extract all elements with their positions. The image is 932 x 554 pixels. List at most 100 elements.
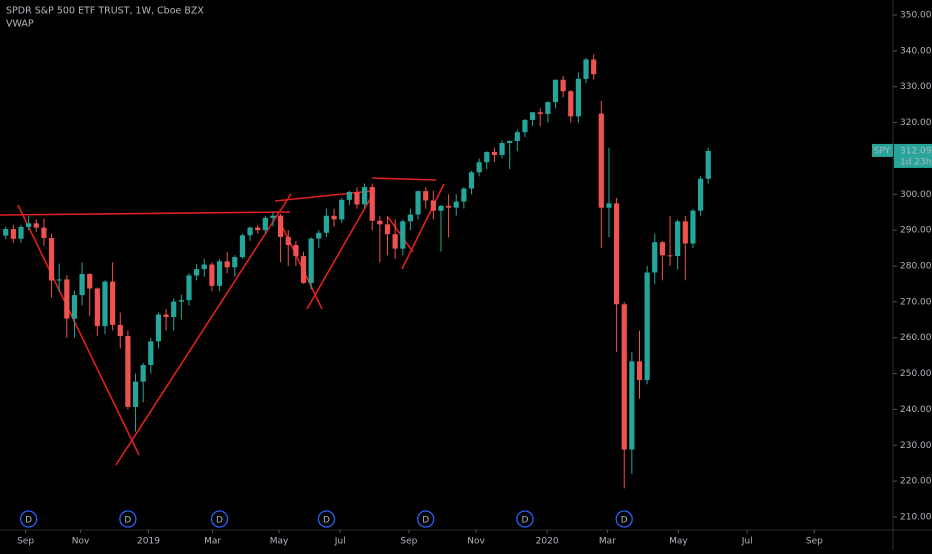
candle-body: [293, 245, 299, 257]
candle-body: [445, 205, 452, 208]
trendline: [306, 193, 374, 310]
y-tick-label: 290.00: [900, 226, 932, 236]
candle-body: [201, 264, 207, 270]
candle-body: [522, 119, 528, 133]
x-tick-label: Sep: [400, 537, 417, 547]
dividend-marker: [19, 510, 38, 528]
dividend-label: D: [124, 516, 131, 526]
dividend-label: D: [216, 516, 223, 526]
dividend-marker: [210, 510, 229, 528]
candle-body: [94, 288, 100, 327]
candle-body: [262, 217, 268, 231]
y-tick-label: 230.00: [900, 441, 932, 451]
y-tick-label: 340.00: [900, 46, 932, 56]
y-tick-label: 240.00: [900, 405, 932, 415]
dividend-marker: [119, 510, 137, 528]
x-tick-label: Jul: [334, 537, 346, 547]
candle-body: [64, 279, 70, 319]
dividend-marker: [417, 510, 435, 528]
candle-body: [377, 220, 383, 225]
dividend-label: D: [521, 516, 528, 526]
candle-body: [216, 261, 223, 286]
candle-body: [697, 178, 704, 211]
candle-body: [613, 203, 620, 305]
candle-body: [171, 301, 177, 317]
candle-body: [339, 199, 345, 220]
y-tick-label: 220.00: [900, 477, 932, 487]
x-tick-label: Jul: [741, 537, 753, 547]
trendline: [371, 177, 437, 181]
dividend-marker: [516, 510, 534, 528]
trendline: [0, 211, 291, 216]
candle-body: [316, 232, 322, 239]
candle-body: [285, 236, 291, 246]
y-tick-label: 260.00: [900, 333, 932, 343]
candle-body: [507, 140, 513, 143]
x-tick-label: Nov: [467, 537, 485, 547]
symbol-tag: [872, 143, 893, 157]
candle-body: [117, 324, 123, 337]
candle-body: [529, 112, 536, 120]
x-tick-label: Nov: [72, 537, 90, 547]
candle-body: [87, 274, 93, 289]
candle-body: [148, 341, 154, 366]
symbol-label: SPY: [874, 146, 891, 156]
trendline: [17, 204, 140, 456]
candle-body: [270, 215, 276, 218]
candle-body: [415, 191, 421, 215]
candle-body: [606, 203, 612, 208]
candle-body: [468, 172, 475, 189]
trendlines: [0, 177, 445, 466]
candle-body: [369, 187, 375, 221]
x-tick-label: May: [270, 537, 289, 547]
countdown-label: 1d 23h: [900, 157, 931, 167]
candle-body: [629, 361, 635, 450]
candle-body: [705, 150, 711, 179]
x-tick-label: Mar: [204, 537, 221, 547]
candle-body: [132, 381, 139, 407]
candle-body: [209, 264, 215, 286]
y-tick-label: 250.00: [900, 369, 932, 379]
candle-body: [682, 221, 688, 244]
candle-body: [476, 162, 482, 173]
candle-body: [621, 304, 627, 450]
candle-body: [575, 78, 582, 117]
candle-body: [461, 188, 467, 202]
candle-body: [300, 256, 307, 283]
y-tick-label: 320.00: [900, 118, 932, 128]
last-price-label: 312.09: [900, 146, 932, 156]
y-tick-label: 210.00: [900, 513, 932, 523]
candle-body: [644, 272, 650, 381]
candle-body: [499, 142, 505, 155]
candle-body: [400, 221, 406, 249]
candle-body: [514, 132, 520, 141]
candle-body: [652, 242, 658, 273]
chart-title: SPDR S&P 500 ETF TRUST, 1W, Cboe BZX: [6, 6, 204, 17]
candle-body: [247, 227, 253, 236]
candle-body: [3, 229, 9, 236]
x-tick-label: May: [669, 537, 688, 547]
candle-body: [26, 223, 32, 227]
candle-body: [10, 229, 16, 239]
candle-body: [384, 224, 391, 235]
candle-body: [583, 59, 589, 79]
candle-body: [560, 79, 566, 92]
candle-body: [323, 215, 330, 233]
candle-body: [232, 257, 238, 268]
candle-body: [423, 191, 429, 201]
candle-body: [178, 300, 184, 302]
candle-body: [346, 191, 352, 200]
dividend-marker: [615, 510, 633, 528]
candle-body: [354, 191, 360, 205]
candle-body: [140, 365, 146, 382]
candle-body: [56, 279, 62, 281]
candle-body: [675, 221, 681, 256]
dividend-label: D: [422, 516, 429, 526]
candle-body: [690, 210, 696, 244]
trendline: [115, 193, 292, 466]
candle-body: [667, 255, 673, 257]
y-tick-label: 350.00: [900, 11, 932, 21]
candle-body: [331, 215, 337, 220]
